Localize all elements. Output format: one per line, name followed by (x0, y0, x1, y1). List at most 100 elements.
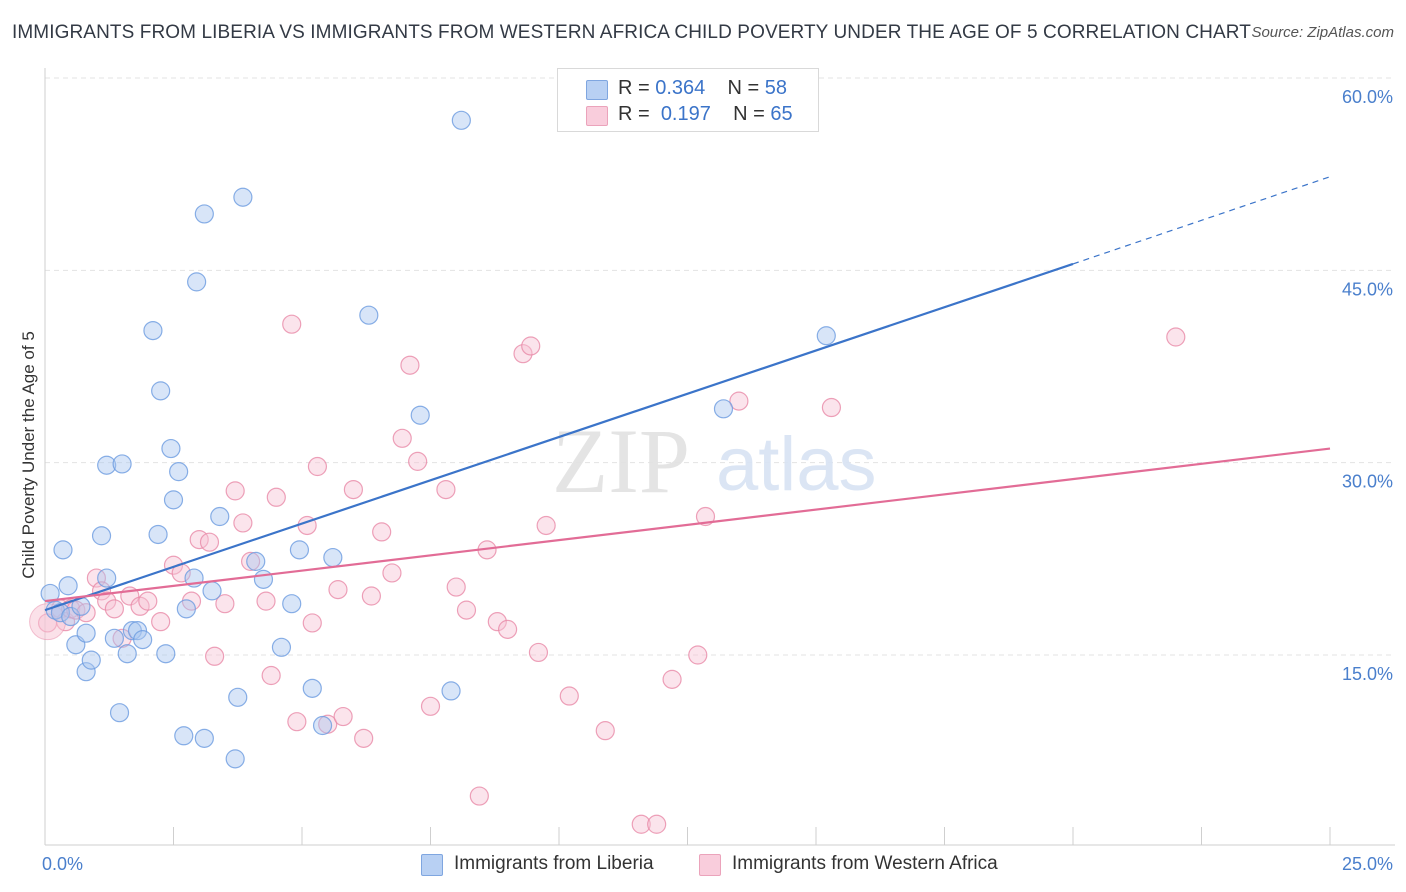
data-point-western-africa (343, 479, 363, 500)
data-point-liberia (50, 603, 71, 623)
y-tick-label: 30.0% (1342, 472, 1393, 492)
data-point-western-africa (647, 814, 667, 834)
data-point-liberia (97, 455, 117, 475)
data-point-western-africa (400, 355, 420, 375)
data-point-liberia (282, 594, 302, 614)
x-tick-label: 0.0% (42, 854, 83, 874)
legend-r-value: 0.197 (660, 103, 711, 125)
data-point-western-africa (662, 669, 682, 689)
data-point-liberia (302, 678, 322, 698)
trend-lines (44, 176, 1331, 612)
data-point-liberia (253, 569, 274, 589)
data-point-liberia (312, 715, 333, 736)
data-point-liberia (194, 728, 214, 748)
data-point-liberia (233, 187, 253, 207)
data-point-liberia (112, 454, 132, 474)
legend-r-label: R = (618, 77, 650, 99)
data-point-liberia (127, 621, 148, 641)
data-point-western-africa (372, 522, 392, 542)
data-point-western-africa (528, 642, 549, 663)
data-point-western-africa (487, 612, 507, 632)
data-point-liberia (323, 547, 343, 568)
axis-labels: 15.0% 30.0% 45.0% 60.0% 0.0% 25.0% (42, 87, 1393, 874)
data-point-western-africa (436, 479, 456, 500)
watermark-atlas: atlas (716, 422, 877, 507)
data-point-western-africa (688, 645, 708, 665)
data-point-liberia (441, 681, 461, 701)
data-point-liberia (151, 381, 171, 401)
legend-n-value: 65 (770, 103, 793, 125)
data-point-liberia (81, 650, 101, 670)
data-point-western-africa (513, 344, 533, 364)
data-point-western-africa (821, 397, 842, 418)
data-point-western-africa (163, 555, 184, 575)
bottom-legend-label: Immigrants from Western Africa (732, 853, 998, 874)
data-point-liberia (713, 399, 734, 419)
trend-line-liberia (44, 262, 1074, 612)
data-point-liberia (359, 305, 379, 325)
data-point-liberia (161, 438, 181, 459)
data-point-western-africa (266, 487, 286, 507)
trend-line-western-africa (44, 447, 1331, 603)
data-point-liberia (451, 110, 471, 130)
data-point-western-africa (456, 600, 477, 620)
data-point-western-africa (695, 506, 716, 527)
data-point-liberia (163, 490, 184, 510)
data-point-western-africa (382, 563, 402, 583)
data-point-liberia (816, 326, 836, 346)
data-point-western-africa (729, 391, 749, 411)
legend: R = 0.364 N = 58 R = 0.197 N = 65 (557, 68, 819, 132)
legend-swatch-blue (586, 80, 608, 100)
data-point-western-africa (205, 646, 225, 666)
data-point-liberia (410, 405, 430, 425)
bottom-legend-swatch-pink (699, 854, 721, 876)
data-point-western-africa (420, 696, 441, 716)
x-tick-label: 25.0% (1342, 854, 1393, 874)
data-point-western-africa (446, 577, 466, 597)
data-point-liberia (76, 662, 96, 682)
legend-swatch-pink (586, 106, 608, 126)
data-point-western-africa (261, 665, 281, 686)
data-point-liberia (225, 749, 245, 769)
axes (44, 68, 1395, 846)
data-point-liberia (156, 644, 176, 664)
legend-n-value: 58 (764, 77, 788, 99)
data-point-western-africa (282, 314, 302, 334)
legend-n-label: N = (733, 103, 765, 125)
data-point-western-africa (97, 591, 117, 611)
data-point-western-africa (354, 728, 374, 748)
data-point-liberia (228, 687, 248, 707)
data-point-liberia (148, 524, 168, 545)
y-tick-label: 15.0% (1342, 664, 1393, 684)
data-point-liberia (271, 637, 292, 657)
data-point-liberia (104, 628, 124, 648)
data-point-western-africa (559, 686, 579, 706)
data-point-liberia (246, 551, 266, 571)
data-point-western-africa (333, 706, 353, 727)
data-point-western-africa (241, 551, 261, 571)
data-point-western-africa (76, 603, 96, 623)
data-point-western-africa (225, 481, 245, 501)
data-point-liberia (143, 320, 163, 341)
data-point-western-africa (199, 532, 220, 552)
data-point-western-africa (104, 599, 124, 619)
data-point-western-africa (536, 515, 556, 536)
data-point-western-africa (1166, 327, 1186, 347)
data-point-western-africa (631, 814, 651, 834)
bottom-legend-swatch-blue (421, 854, 443, 876)
series-liberia-points (40, 110, 836, 769)
data-point-liberia (97, 568, 117, 588)
data-point-western-africa (302, 613, 322, 633)
watermark-zip: ZIP (552, 410, 690, 512)
data-point-liberia (61, 606, 81, 627)
data-point-western-africa (469, 786, 489, 806)
data-point-western-africa (408, 451, 428, 471)
data-point-western-africa (233, 513, 253, 533)
watermark: ZIP atlas (552, 410, 877, 512)
y-tick-label: 45.0% (1342, 279, 1393, 299)
data-point-western-africa (307, 456, 328, 477)
legend-r-value: 0.364 (655, 77, 706, 99)
trend-line-liberia-extension (1072, 176, 1331, 265)
data-point-western-africa (29, 603, 67, 641)
